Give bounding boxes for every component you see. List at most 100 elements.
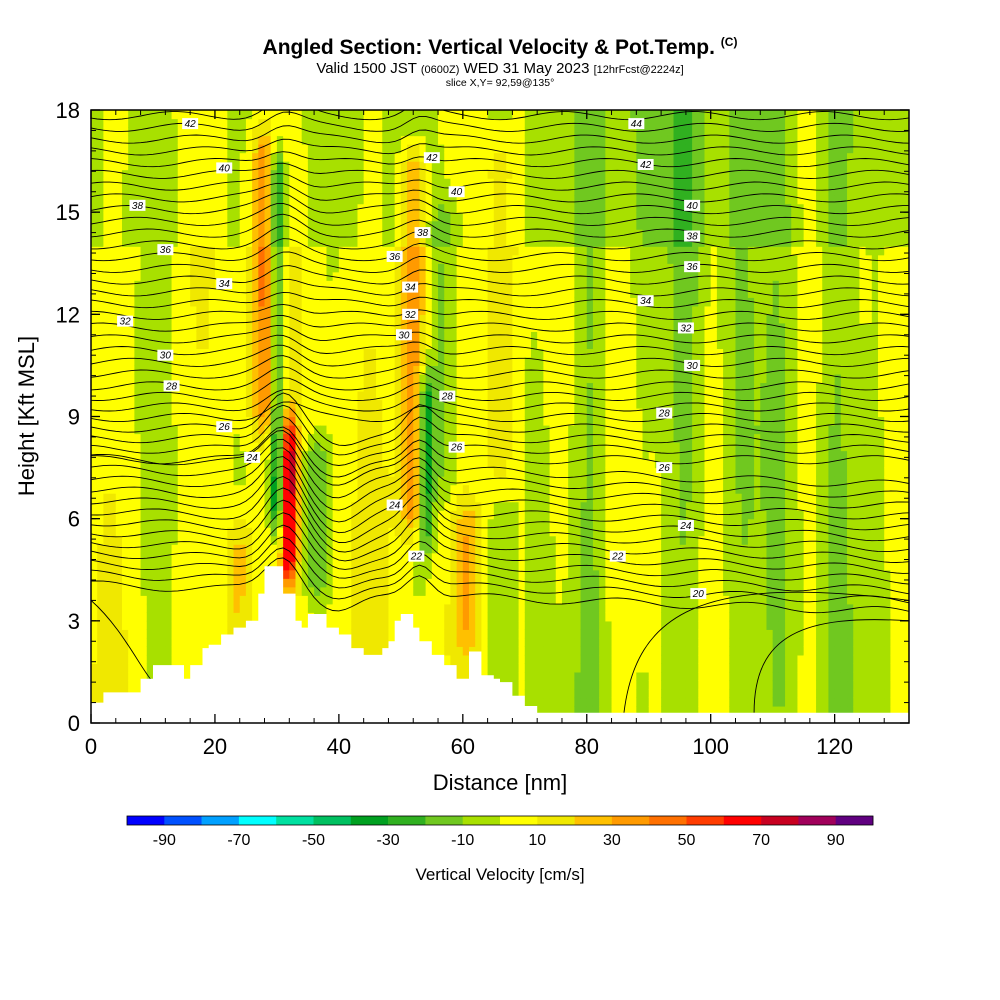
velocity-cell [431, 288, 439, 298]
velocity-cell [376, 152, 383, 162]
velocity-cell [345, 493, 352, 503]
velocity-cell [152, 288, 160, 298]
velocity-cell [475, 646, 483, 656]
velocity-cell [177, 501, 185, 511]
velocity-cell [283, 322, 290, 332]
velocity-cell [177, 407, 185, 418]
velocity-cell [289, 212, 297, 222]
velocity-cell [363, 450, 371, 460]
velocity-cell [289, 527, 297, 537]
velocity-cell [252, 459, 259, 469]
velocity-cell [481, 169, 489, 179]
velocity-cell [469, 118, 476, 128]
velocity-cell [245, 390, 253, 401]
velocity-cell [444, 127, 452, 137]
velocity-cell [159, 118, 166, 128]
velocity-cell [462, 161, 470, 171]
velocity-cell [338, 152, 346, 162]
velocity-cell [295, 356, 303, 367]
velocity-cell [388, 271, 396, 281]
velocity-cell [134, 356, 142, 367]
velocity-cell [400, 373, 408, 384]
velocity-cell [357, 612, 365, 622]
velocity-cell [314, 373, 321, 384]
velocity-cell [419, 442, 427, 452]
velocity-cell [221, 186, 228, 196]
velocity-cell [245, 382, 253, 392]
velocity-cell [369, 339, 377, 349]
velocity-cell [376, 365, 383, 375]
velocity-cell [475, 390, 483, 401]
velocity-cell [264, 127, 272, 137]
velocity-cell [512, 195, 520, 205]
velocity-cell [103, 110, 111, 120]
velocity-cell [258, 161, 266, 171]
velocity-cell [109, 603, 117, 613]
velocity-cell [159, 433, 166, 443]
velocity-cell [289, 433, 297, 443]
velocity-cell [202, 365, 210, 375]
velocity-cell [159, 654, 166, 664]
velocity-cell [208, 603, 216, 613]
velocity-cell [146, 203, 154, 213]
velocity-cell [351, 569, 359, 579]
velocity-cell [413, 271, 421, 281]
velocity-cell [326, 467, 334, 477]
velocity-cell [450, 552, 458, 562]
velocity-cell [301, 246, 309, 256]
velocity-cell [264, 297, 272, 307]
velocity-cell [196, 229, 204, 239]
velocity-cell [91, 288, 98, 298]
velocity-cell [140, 637, 148, 647]
velocity-cell [394, 544, 402, 554]
velocity-cell [369, 425, 377, 435]
velocity-cell [469, 442, 476, 452]
velocity-cell [376, 195, 383, 205]
velocity-cell [388, 552, 396, 562]
velocity-cell [376, 135, 383, 145]
velocity-cell [462, 586, 470, 596]
velocity-cell [183, 331, 191, 341]
velocity-cell [338, 110, 346, 120]
velocity-cell [431, 544, 439, 554]
velocity-cell [450, 246, 458, 256]
velocity-cell [338, 442, 346, 452]
velocity-cell [345, 135, 352, 145]
velocity-cell [438, 229, 445, 239]
velocity-cell [128, 161, 135, 171]
velocity-cell [351, 493, 359, 503]
velocity-cell [469, 178, 476, 188]
velocity-cell [115, 297, 123, 307]
velocity-cell [425, 263, 433, 273]
velocity-cell [233, 527, 241, 537]
velocity-cell [369, 544, 377, 554]
velocity-cell [91, 603, 98, 613]
velocity-cell [152, 110, 160, 120]
velocity-cell [431, 331, 439, 341]
velocity-cell [351, 399, 359, 409]
velocity-cell [369, 561, 377, 571]
velocity-cell [190, 561, 197, 571]
velocity-cell [146, 663, 154, 673]
velocity-cell [307, 450, 315, 460]
velocity-cell [239, 603, 247, 613]
velocity-cell [103, 646, 111, 656]
velocity-cell [301, 237, 309, 247]
velocity-cell [270, 271, 278, 281]
velocity-cell [369, 169, 377, 179]
velocity-cell [159, 476, 166, 486]
velocity-cell [295, 561, 303, 571]
velocity-cell [103, 595, 111, 605]
velocity-cell [159, 237, 166, 247]
velocity-cell [140, 416, 148, 426]
velocity-cell [289, 314, 297, 324]
velocity-cell [177, 612, 185, 622]
velocity-cell [171, 654, 179, 664]
velocity-cell [456, 476, 464, 486]
velocity-cell [450, 288, 458, 298]
velocity-cell [208, 229, 216, 239]
velocity-cell [283, 212, 290, 222]
velocity-cell [450, 305, 458, 315]
velocity-cell [183, 280, 191, 290]
velocity-cell [450, 476, 458, 486]
